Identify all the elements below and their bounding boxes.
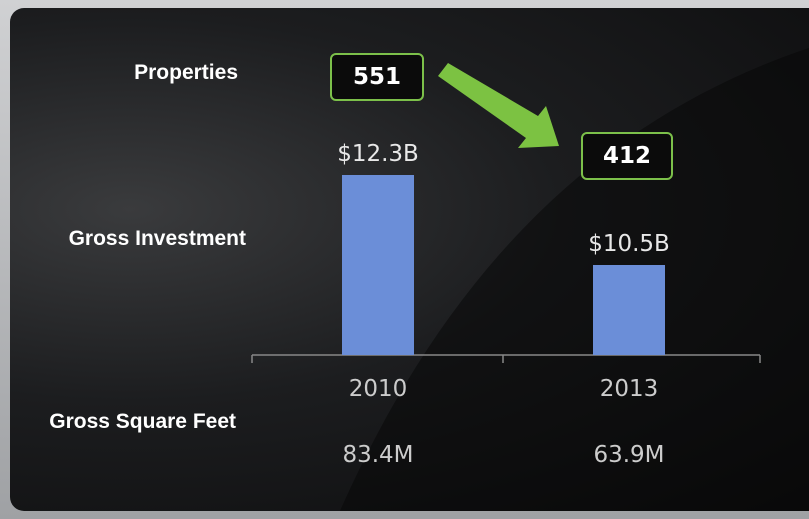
bar (593, 265, 665, 355)
square-feet-value: 63.9M (593, 442, 665, 468)
decor (251, 48, 809, 511)
properties-box: 551 (330, 53, 424, 101)
row-label: Properties (134, 61, 238, 84)
row-label: Gross Square Feet (49, 410, 236, 433)
shadow (340, 48, 809, 511)
value-label: $10.5B (588, 231, 670, 257)
row-label: Gross Investment (68, 227, 246, 250)
square-feet-value: 83.4M (342, 442, 414, 468)
slide: Properties Gross Investment Gross Square F… (10, 8, 809, 511)
x-tick-label: 2013 (599, 376, 659, 402)
properties-box: 412 (581, 132, 673, 180)
value-label: $12.3B (337, 141, 419, 167)
bar (342, 175, 414, 355)
x-tick-label: 2010 (348, 376, 408, 402)
arrow (438, 63, 559, 148)
